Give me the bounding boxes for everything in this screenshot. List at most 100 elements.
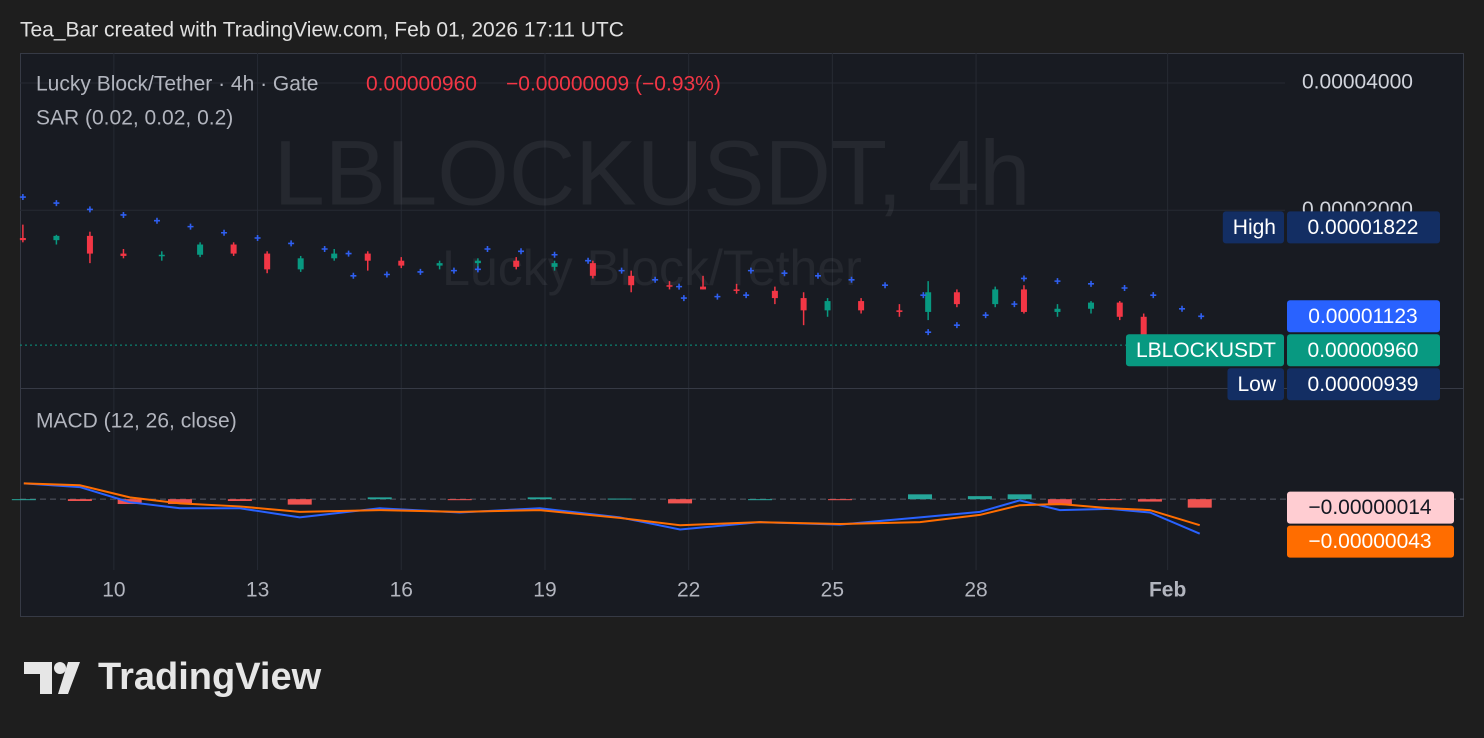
histogram-bar xyxy=(908,494,933,500)
watermark: LBLOCKUSDT, 4h xyxy=(274,122,1031,224)
sar-point xyxy=(676,283,683,290)
candle-body xyxy=(19,238,26,241)
candle-body xyxy=(858,301,865,311)
overlay: 10 13 16 19 22 25 28 Feb0.000040000.000020000.0… xyxy=(102,71,1454,602)
sar-point xyxy=(1121,285,1128,292)
sar-point xyxy=(1150,292,1157,299)
sar-point xyxy=(652,276,659,283)
histogram-bar xyxy=(287,499,312,505)
sar-point xyxy=(882,282,889,289)
candle-body xyxy=(1116,302,1123,317)
candle-body xyxy=(474,260,481,264)
x-tick-label: 22 xyxy=(677,579,700,602)
watermark-sub: Lucky Block/Tether xyxy=(442,240,862,296)
sar-point xyxy=(484,246,491,253)
candle-body xyxy=(953,292,960,305)
sar-point xyxy=(618,267,625,274)
candle-body xyxy=(925,292,932,312)
candle-body xyxy=(197,244,204,255)
macd-line xyxy=(23,482,1201,527)
histogram-bar xyxy=(527,497,552,500)
badge-name: Low xyxy=(1237,373,1276,396)
header: Tea_Bar created with TradingView.com, Fe… xyxy=(20,19,624,42)
histogram-bar xyxy=(967,496,992,500)
histogram-bar xyxy=(828,499,853,501)
histogram-bar xyxy=(447,499,472,501)
macd-badge xyxy=(1287,525,1454,558)
sar-point xyxy=(1198,313,1205,320)
candle-body xyxy=(264,253,271,270)
candle-body xyxy=(331,253,338,259)
candle-body xyxy=(1054,308,1061,312)
sar-point xyxy=(187,223,194,230)
sar-point xyxy=(474,266,481,273)
price-badge-label: 0.00001822 xyxy=(1308,216,1419,239)
symbol-legend: Lucky Block/Tether · 4h · Gate xyxy=(36,73,318,96)
sar-point xyxy=(1179,305,1186,312)
histogram-bar xyxy=(67,499,92,501)
macd-badge-label: −0.00000014 xyxy=(1308,496,1432,519)
sar-point xyxy=(120,211,127,218)
logo-dot xyxy=(54,662,66,674)
sar-point xyxy=(714,293,721,300)
sar-point xyxy=(19,194,26,201)
price-badge xyxy=(1287,368,1440,401)
candle-body xyxy=(992,289,999,305)
macd-badge-label: −0.00000043 xyxy=(1308,530,1431,553)
candle-body xyxy=(86,235,93,254)
x-tick-label: 13 xyxy=(246,579,269,602)
x-tick-label: 10 xyxy=(102,579,125,602)
sar-point xyxy=(680,295,687,302)
sar-point xyxy=(450,267,457,274)
sar-point xyxy=(1054,278,1061,285)
brand-name: TradingView xyxy=(98,656,322,698)
price-badge-label: 0.00000960 xyxy=(1308,339,1419,362)
price-badge-label: 0.00001123 xyxy=(1308,305,1417,328)
candle-body xyxy=(700,286,707,290)
badge-name-box xyxy=(1227,368,1284,401)
sar-point xyxy=(288,240,295,247)
price-badge xyxy=(1287,334,1440,367)
sar-point xyxy=(920,292,927,299)
logo-shape xyxy=(24,662,52,694)
macd-badge xyxy=(1287,491,1454,524)
sar-point xyxy=(350,272,357,279)
x-tick-label: Feb xyxy=(1149,579,1186,602)
candle-body xyxy=(733,289,740,291)
sar-point xyxy=(321,246,328,253)
candle-body xyxy=(1020,289,1027,312)
histogram-bar xyxy=(227,499,252,501)
badge-name-box xyxy=(1222,211,1284,244)
sar-point xyxy=(953,322,960,329)
sar-point xyxy=(153,217,160,224)
histogram-bar xyxy=(607,498,632,500)
sar-point xyxy=(1020,275,1027,282)
histogram-bar xyxy=(748,499,773,501)
sar-point xyxy=(518,248,525,255)
candle-body xyxy=(666,285,673,287)
macd-legend: MACD (12, 26, close) xyxy=(36,410,237,433)
sar-point xyxy=(781,270,788,277)
histogram-bar xyxy=(1187,499,1212,508)
sar-point xyxy=(925,329,932,336)
macd-line xyxy=(23,482,1201,535)
sar-point xyxy=(1088,280,1095,287)
badge-name-box xyxy=(1125,334,1284,367)
sar-point xyxy=(221,229,228,236)
candle-body xyxy=(230,244,237,254)
candle-body xyxy=(53,235,60,241)
sar-point xyxy=(383,271,390,278)
candle-body xyxy=(1140,316,1147,346)
candle-body xyxy=(158,254,165,257)
sar-point xyxy=(417,268,424,275)
x-tick-label: 16 xyxy=(390,579,413,602)
sar-point xyxy=(551,251,558,258)
candle-body xyxy=(398,260,405,266)
price-change: −0.00000009 (−0.93%) xyxy=(506,73,721,96)
x-tick-label: 28 xyxy=(964,579,987,602)
sar-point xyxy=(982,312,989,319)
sar-point xyxy=(53,200,60,207)
histogram-bar xyxy=(1137,499,1162,502)
